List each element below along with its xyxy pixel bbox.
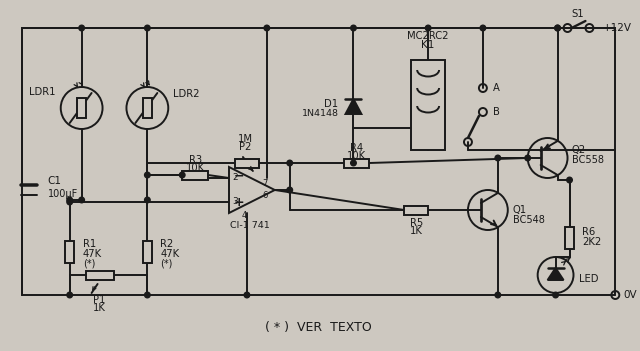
Circle shape — [351, 25, 356, 31]
Text: 7: 7 — [262, 179, 268, 187]
Circle shape — [553, 292, 558, 298]
Text: R1: R1 — [83, 239, 96, 249]
Bar — [235, 159, 259, 167]
Text: 1M: 1M — [237, 134, 252, 144]
Text: 100μF: 100μF — [48, 189, 78, 199]
Circle shape — [145, 25, 150, 31]
Text: 3: 3 — [232, 198, 238, 206]
Text: 1K: 1K — [93, 303, 106, 313]
Bar — [86, 271, 113, 279]
Circle shape — [244, 292, 250, 298]
Text: +: + — [234, 196, 244, 208]
Text: CI-1 741: CI-1 741 — [230, 220, 269, 230]
Text: R2: R2 — [160, 239, 173, 249]
Bar — [143, 241, 152, 263]
Bar — [404, 205, 428, 214]
Text: LDR1: LDR1 — [29, 87, 56, 97]
Bar — [143, 98, 152, 118]
Text: 10K: 10K — [347, 151, 366, 161]
Polygon shape — [548, 268, 564, 280]
Text: 10K: 10K — [186, 163, 205, 173]
Text: 0V: 0V — [623, 290, 637, 300]
Bar — [344, 159, 369, 167]
Text: 2: 2 — [232, 173, 238, 183]
Text: P2: P2 — [239, 142, 251, 152]
Text: ( * )  VER  TEXTO: ( * ) VER TEXTO — [265, 322, 372, 335]
Circle shape — [495, 292, 500, 298]
Text: K1: K1 — [422, 40, 435, 50]
Text: 6: 6 — [262, 191, 268, 199]
Circle shape — [525, 155, 531, 161]
Bar — [182, 171, 208, 179]
Circle shape — [145, 292, 150, 298]
Text: S1: S1 — [571, 9, 584, 19]
Circle shape — [67, 197, 72, 203]
Text: B: B — [493, 107, 500, 117]
Circle shape — [555, 25, 561, 31]
Text: A: A — [493, 83, 500, 93]
Text: BC558: BC558 — [572, 155, 604, 165]
Circle shape — [79, 197, 84, 203]
Text: 47K: 47K — [83, 249, 102, 259]
Text: C1: C1 — [48, 176, 62, 186]
Text: Q1: Q1 — [513, 205, 527, 215]
Text: D1: D1 — [324, 99, 339, 109]
Bar — [412, 60, 445, 150]
Circle shape — [287, 187, 292, 193]
Polygon shape — [346, 99, 362, 114]
Circle shape — [264, 25, 269, 31]
Circle shape — [555, 25, 561, 31]
Circle shape — [67, 292, 72, 298]
Text: P1: P1 — [93, 295, 106, 305]
Text: R3: R3 — [189, 155, 202, 165]
Text: LED: LED — [579, 274, 599, 284]
Text: (*): (*) — [160, 259, 173, 269]
Text: 4: 4 — [241, 212, 246, 220]
Text: (*): (*) — [83, 259, 95, 269]
Circle shape — [79, 25, 84, 31]
Text: 2K2: 2K2 — [582, 237, 602, 247]
Polygon shape — [229, 167, 275, 213]
Text: BC548: BC548 — [513, 215, 545, 225]
Circle shape — [179, 172, 185, 178]
Text: −: − — [234, 170, 244, 183]
Text: 1K: 1K — [410, 226, 422, 236]
Circle shape — [495, 155, 500, 161]
Circle shape — [480, 25, 486, 31]
Bar — [77, 98, 86, 118]
Text: Q2: Q2 — [572, 145, 586, 155]
Text: +12V: +12V — [604, 23, 632, 33]
Text: R6: R6 — [582, 227, 596, 237]
Text: R4: R4 — [350, 143, 363, 153]
Text: R5: R5 — [410, 218, 423, 228]
Circle shape — [287, 160, 292, 166]
Bar — [65, 241, 74, 263]
Circle shape — [145, 172, 150, 178]
Circle shape — [145, 197, 150, 203]
Circle shape — [567, 177, 572, 183]
Circle shape — [426, 25, 431, 31]
Text: MC2RC2: MC2RC2 — [408, 31, 449, 41]
Text: 1N4148: 1N4148 — [301, 110, 339, 119]
Text: 47K: 47K — [160, 249, 179, 259]
Text: LDR2: LDR2 — [173, 89, 200, 99]
Circle shape — [67, 199, 72, 205]
Circle shape — [351, 160, 356, 166]
Bar — [565, 227, 574, 249]
